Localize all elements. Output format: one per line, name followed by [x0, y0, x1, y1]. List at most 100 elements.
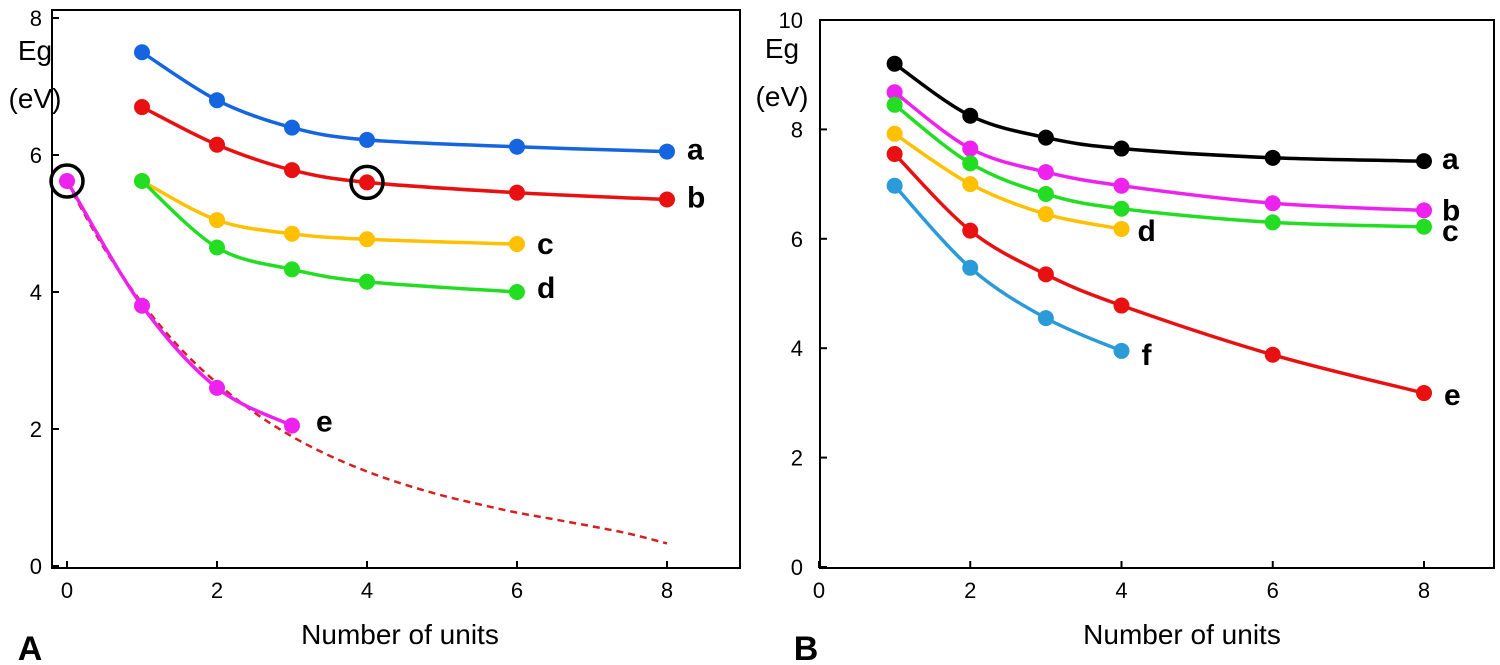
panel-b-ytick-label: 0	[791, 555, 803, 580]
panel-b-series-b-point	[1037, 164, 1054, 181]
panel-a-ytick-label: 2	[30, 417, 42, 442]
panel-a-ylabel-line1: Eg	[18, 35, 52, 66]
panel-b-series-b-point	[1416, 202, 1432, 219]
panel-a-fit-curve	[65, 181, 668, 545]
panel-b-series-d-line	[893, 132, 1122, 231]
panel-b-xtick-label: 6	[1267, 578, 1279, 603]
panel-a-series-c-point	[509, 236, 525, 253]
panel-b-xtick-label: 2	[964, 578, 976, 603]
panel-b-ytick-label: 6	[791, 227, 803, 252]
panel-a-series-a-point	[659, 143, 675, 160]
panel-a-series-b-point	[284, 162, 300, 179]
panel-b-xtick-label: 4	[1115, 578, 1127, 603]
panel-a-xlabel: Number of units	[301, 619, 499, 650]
panel-b-ylabel-line2: (eV)	[756, 81, 809, 112]
panel-b-series-c-point	[1264, 214, 1281, 231]
panel-b-series-e-point	[1416, 385, 1432, 402]
panel-b-series-d-point	[1037, 206, 1054, 223]
panel-b-xtick-label: 0	[813, 578, 825, 603]
panel-b-series-b-label: b	[1442, 194, 1460, 227]
panel-b-ytick-label: 2	[791, 446, 803, 471]
panel-a-series-b-point	[134, 99, 150, 116]
panel-b-ylabel-line1: Eg	[765, 33, 799, 64]
panel-b-series-e-point	[1113, 297, 1130, 314]
panel-b-plot: abc d e f	[886, 55, 1461, 412]
panel-a-xtick-label: 8	[661, 578, 673, 603]
panel-a-series-a-point	[284, 119, 300, 136]
panel-a-series-b-line	[141, 105, 668, 202]
panel-b-series-a-point	[1416, 153, 1432, 170]
panel-b-series-f-point	[1113, 342, 1130, 359]
panel-b-series-d-point	[886, 125, 903, 142]
panel-a-ylabel-line2: (eV)	[9, 83, 62, 114]
panel-b-series-b-point	[1264, 195, 1281, 212]
panel-a-series-c-label: c	[537, 228, 554, 261]
panel-a-series-b-point	[209, 136, 225, 153]
panel-a-plot: ab cd e	[49, 44, 705, 545]
panel-a-xtick-label: 6	[511, 578, 523, 603]
panel-a-series-c-point	[209, 212, 225, 229]
panel-b-series-a-point	[1037, 129, 1054, 146]
panel-a-series-a-point	[359, 131, 375, 148]
panel-a-series-e-point	[284, 417, 300, 434]
panel-a-highlight-ring	[349, 164, 385, 201]
panel-b-xlabel: Number of units	[1083, 619, 1281, 650]
panel-b-series-f-point	[962, 259, 979, 276]
panel-a-xtick-label: 2	[211, 578, 223, 603]
panel-b-series-e-point	[962, 222, 979, 239]
panel-a-series-d-point	[134, 173, 150, 190]
panel-b-series-f-point	[1037, 310, 1054, 327]
panel-b-series-d-label: d	[1138, 215, 1156, 248]
panel-a-series-e-label: e	[316, 406, 333, 439]
panel-b-series-b-point	[886, 84, 903, 101]
panel-b-series-f-line	[893, 184, 1123, 353]
panel-a-series-a-point	[134, 44, 150, 61]
panel-a-ytick-label: 6	[30, 143, 42, 168]
panel-a-ytick-label: 0	[30, 554, 42, 579]
panel-b-series-a-point	[962, 107, 979, 124]
panel-a: Eg (eV) Number of units A 0 2 4 6 8 0 2 4 6 8 ab c…	[9, 6, 741, 665]
panel-a-xtick-label: 0	[61, 578, 73, 603]
panel-b-series-b-point	[962, 140, 979, 157]
panel-a-series-c-point	[284, 225, 300, 242]
panel-a-series-e-line	[65, 180, 293, 428]
panel-b-series-c-point	[962, 155, 979, 172]
panel-b-series-e-point	[1264, 346, 1281, 363]
panel-b-series-a-point	[1264, 149, 1281, 166]
panel-b-series-e-label: e	[1444, 379, 1461, 412]
panel-b-series-c-label: c	[1442, 215, 1459, 248]
panel-a-ticks: 0 2 4 6 8 0 2 4 6 8	[30, 6, 673, 603]
panel-a-series-d-point	[509, 284, 525, 300]
panel-b-series-d-point	[1113, 220, 1130, 237]
panel-a-highlight-ring	[49, 163, 85, 199]
panel-b-series-e-point	[1037, 266, 1054, 283]
panel-a-series-c-point	[359, 231, 375, 248]
panel-b-series-d-point	[962, 176, 979, 193]
panel-b-series-a-label: a	[1442, 143, 1459, 176]
panel-a-series-a-point	[509, 138, 525, 155]
panel-b-series-b-point	[1113, 177, 1130, 194]
panel-b-ytick-label: 8	[791, 117, 803, 142]
panel-b-plot-frame	[819, 19, 1495, 569]
panel-a-plot-frame	[51, 9, 741, 569]
panel-b: Eg (eV) Number of units B 0 2 4 6 8 10 0 2 4 6 8 a…	[756, 8, 1495, 665]
panel-a-series-d-label: d	[537, 272, 555, 305]
panel-a-xtick-label: 4	[361, 578, 373, 603]
panel-a-series-a-point	[209, 92, 225, 109]
panel-a-series-b-point	[359, 174, 375, 191]
panel-b-series-f-point	[886, 177, 903, 194]
panel-a-series-d-point	[209, 239, 225, 256]
panel-b-ytick-label: 10	[779, 8, 803, 33]
panel-a-series-b-point	[509, 184, 525, 201]
panel-b-series-c-point	[1113, 200, 1130, 217]
panel-a-series-d-point	[284, 261, 300, 278]
panel-a-ytick-label: 8	[30, 6, 42, 31]
panel-a-series-d-point	[359, 273, 375, 290]
panel-b-ticks: 0 2 4 6 8 10 0 2 4 6 8	[779, 8, 1431, 603]
panel-a-ytick-label: 4	[30, 280, 42, 305]
panel-a-series-b-label: b	[687, 182, 705, 215]
panel-a-series-e-point	[59, 173, 75, 190]
panel-a-series-a-label: a	[687, 134, 704, 167]
panel-a-series-e-point	[209, 379, 225, 396]
